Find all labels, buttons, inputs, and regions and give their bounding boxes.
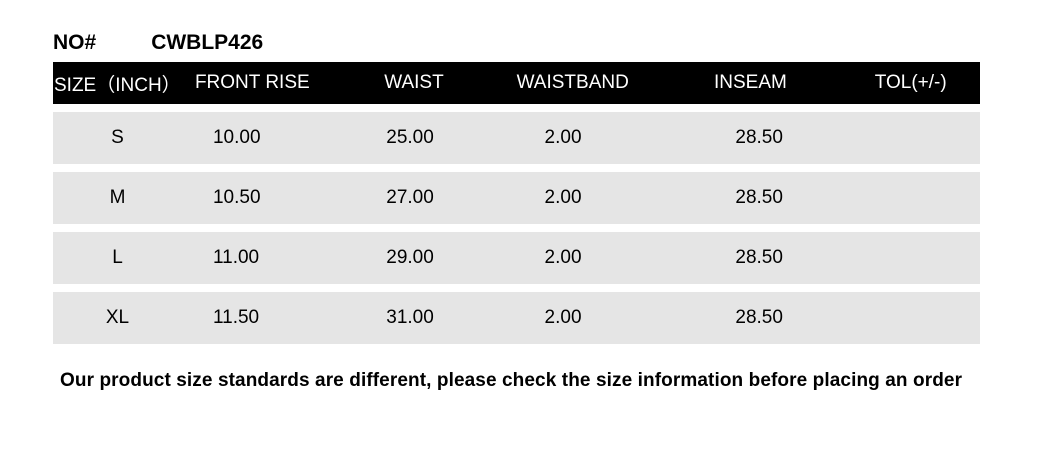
cell-waistband: 2.00 xyxy=(544,187,582,208)
column-header-tol: TOL(+/-) xyxy=(874,72,947,93)
cell-waist: 27.00 xyxy=(386,187,434,208)
table-row: L 11.00 29.00 2.00 28.50 xyxy=(53,232,980,284)
cell-inseam: 28.50 xyxy=(735,307,783,328)
cell-waistband: 2.00 xyxy=(544,307,582,328)
cell-front-rise: 10.50 xyxy=(212,187,261,208)
column-header-front-rise: FRONT RISE xyxy=(194,72,310,93)
cell-front-rise: 11.50 xyxy=(212,307,260,328)
column-header-size: SIZE（INCH） xyxy=(54,74,181,96)
cell-front-rise: 10.00 xyxy=(212,127,261,148)
cell-waistband: 2.00 xyxy=(544,127,582,148)
table-row: M 10.50 27.00 2.00 28.50 xyxy=(53,172,980,224)
cell-waist: 25.00 xyxy=(386,127,434,148)
table-header-row: SIZE（INCH） FRONT RISE WAIST WAISTBAND IN… xyxy=(53,62,980,104)
cell-inseam: 28.50 xyxy=(735,127,783,148)
cell-inseam: 28.50 xyxy=(735,247,783,268)
size-chart-table: SIZE（INCH） FRONT RISE WAIST WAISTBAND IN… xyxy=(53,62,980,344)
style-code-value: CWBLP426 xyxy=(151,31,264,54)
cell-front-rise: 11.00 xyxy=(212,247,260,268)
cell-size: S xyxy=(111,127,124,148)
no-label: NO# xyxy=(53,31,97,54)
table-row: XL 11.50 31.00 2.00 28.50 xyxy=(53,292,980,344)
cell-size: L xyxy=(112,247,123,268)
cell-waistband: 2.00 xyxy=(544,247,582,268)
cell-size: M xyxy=(109,187,126,208)
column-header-inseam: INSEAM xyxy=(714,72,787,93)
cell-size: XL xyxy=(105,307,130,328)
column-header-waist: WAIST xyxy=(384,72,444,93)
table-row: S 10.00 25.00 2.00 28.50 xyxy=(53,112,980,164)
style-code-line: NO# CWBLP426 xyxy=(53,30,263,56)
column-header-waistband: WAISTBAND xyxy=(516,72,629,93)
cell-inseam: 28.50 xyxy=(735,187,783,208)
size-disclaimer-note: Our product size standards are different… xyxy=(60,370,963,391)
cell-waist: 29.00 xyxy=(386,247,434,268)
cell-waist: 31.00 xyxy=(386,307,434,328)
